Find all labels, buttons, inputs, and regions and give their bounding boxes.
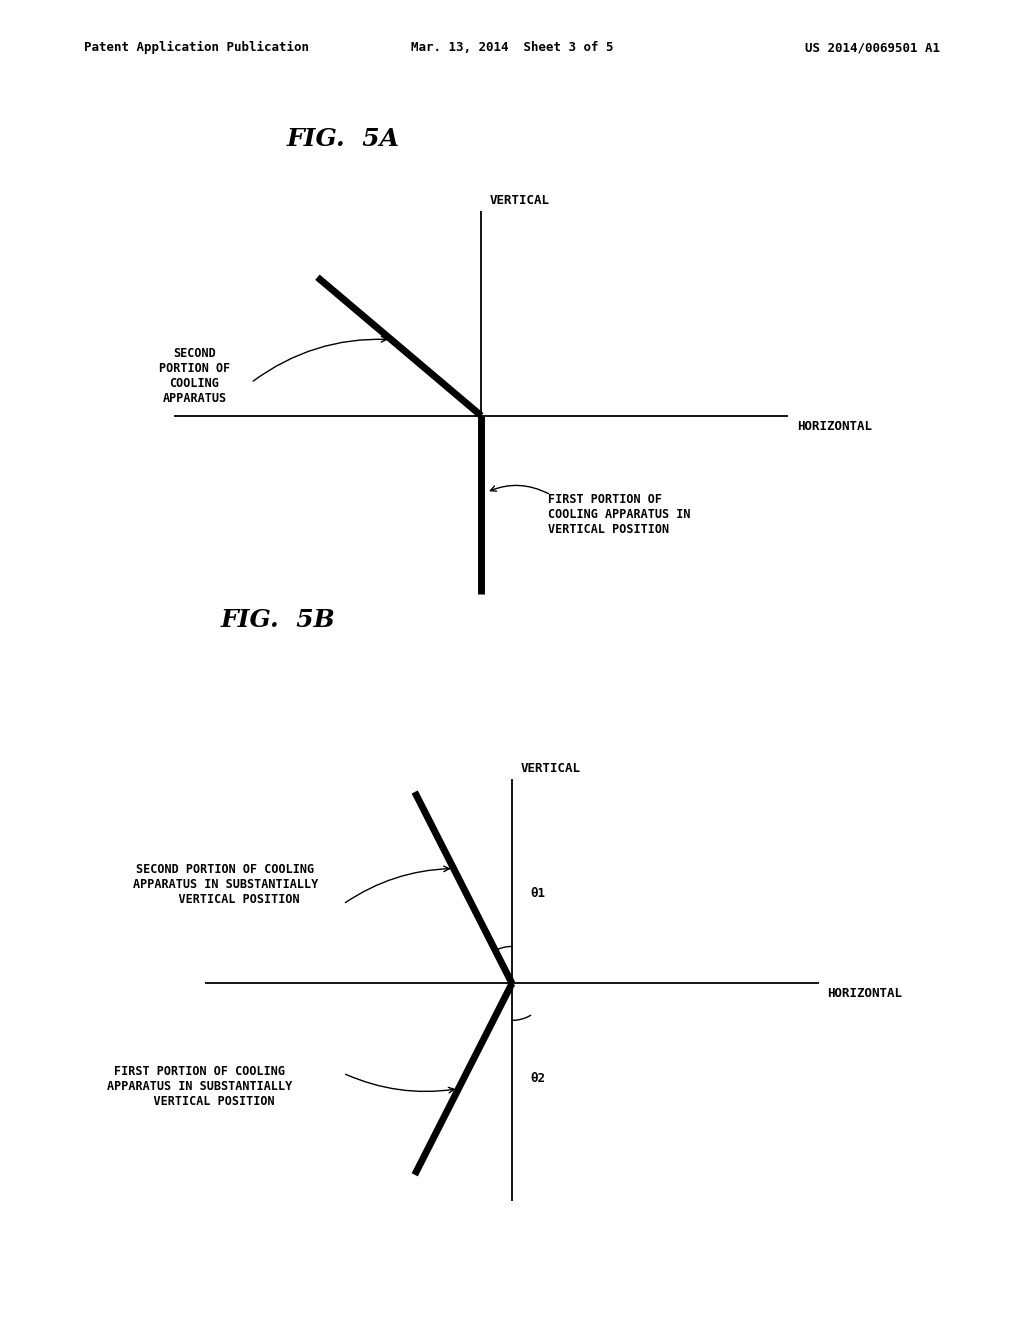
Text: US 2014/0069501 A1: US 2014/0069501 A1 <box>805 41 940 54</box>
Text: FIG.  5B: FIG. 5B <box>220 609 335 632</box>
Text: SECOND PORTION OF COOLING
APPARATUS IN SUBSTANTIALLY
    VERTICAL POSITION: SECOND PORTION OF COOLING APPARATUS IN S… <box>133 863 317 906</box>
Text: SECOND
PORTION OF
COOLING
APPARATUS: SECOND PORTION OF COOLING APPARATUS <box>159 347 230 405</box>
Text: Patent Application Publication: Patent Application Publication <box>84 41 309 54</box>
Text: HORIZONTAL: HORIZONTAL <box>827 987 902 1001</box>
Text: θ2: θ2 <box>530 1072 546 1085</box>
Text: FIRST PORTION OF
COOLING APPARATUS IN
VERTICAL POSITION: FIRST PORTION OF COOLING APPARATUS IN VE… <box>548 494 690 536</box>
Text: FIG.  5A: FIG. 5A <box>287 127 399 150</box>
Text: θ1: θ1 <box>530 887 546 900</box>
Text: Mar. 13, 2014  Sheet 3 of 5: Mar. 13, 2014 Sheet 3 of 5 <box>411 41 613 54</box>
Text: HORIZONTAL: HORIZONTAL <box>797 420 871 433</box>
Text: VERTICAL: VERTICAL <box>520 762 581 775</box>
Text: FIRST PORTION OF COOLING
APPARATUS IN SUBSTANTIALLY
    VERTICAL POSITION: FIRST PORTION OF COOLING APPARATUS IN SU… <box>108 1065 292 1107</box>
Text: VERTICAL: VERTICAL <box>489 194 550 207</box>
